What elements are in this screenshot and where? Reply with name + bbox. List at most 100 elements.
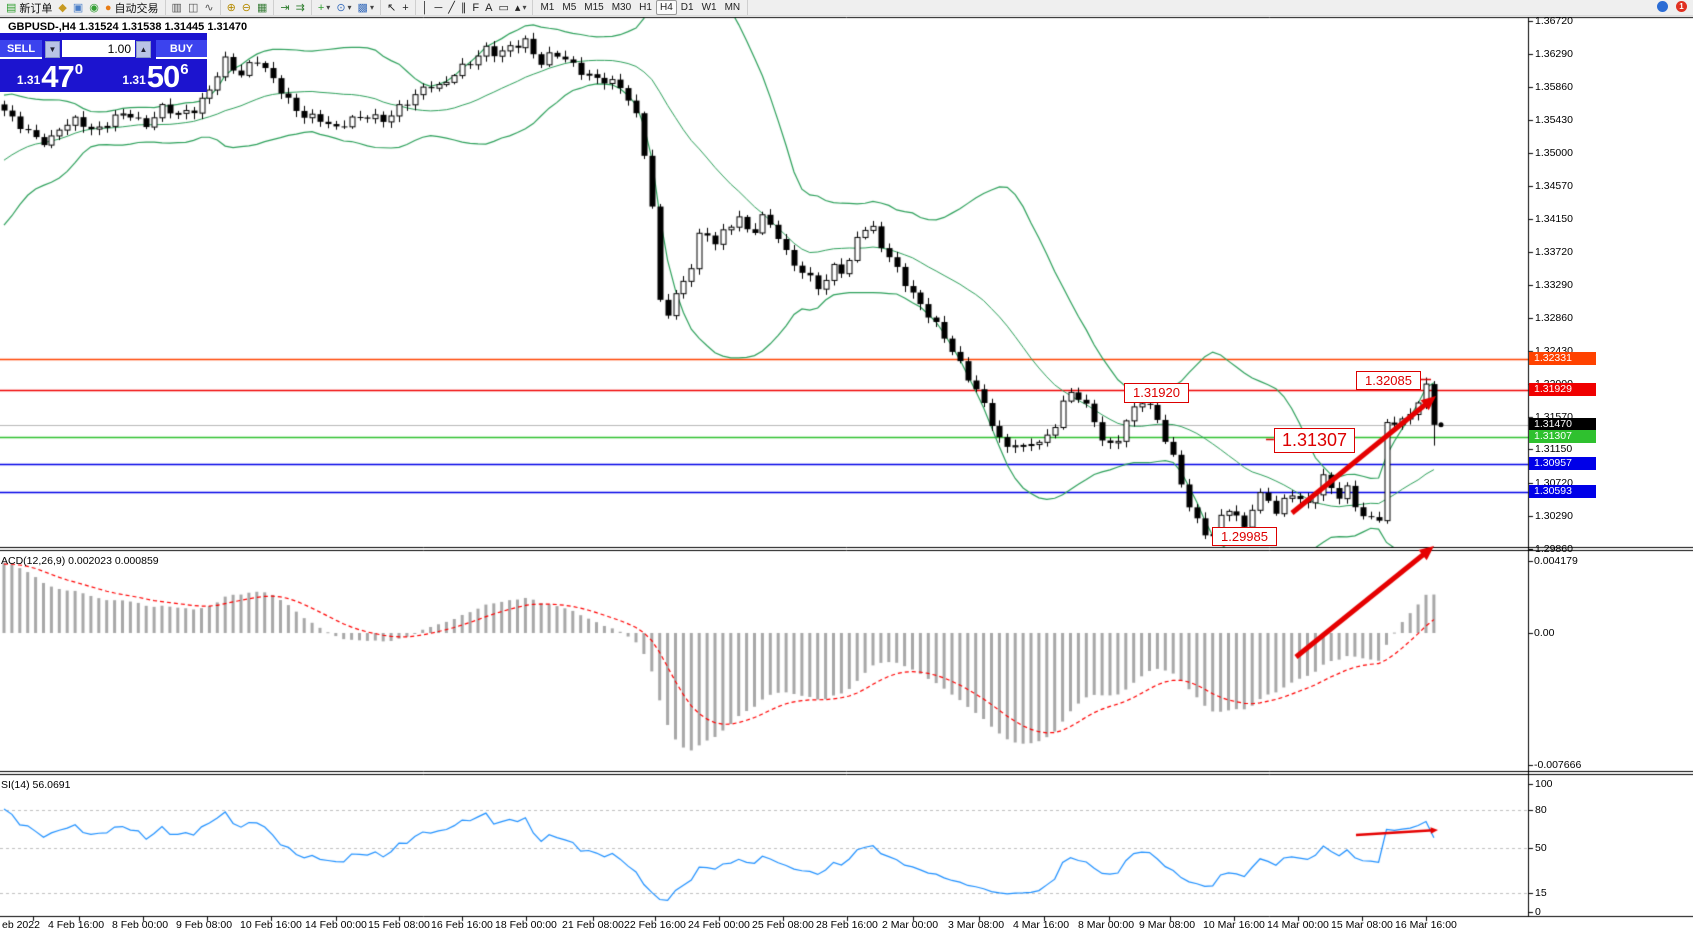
macd-axis-label: -0.007666 [1534,759,1582,771]
time-axis-label: 9 Feb 08:00 [176,919,233,931]
volume-increase-button[interactable]: ▲ [136,41,151,58]
templates-icon: ▩ [357,1,368,14]
cursor-icon: ↖ [386,1,397,14]
timeframe-button-d1[interactable]: D1 [680,2,694,13]
shapes-icon[interactable]: ▴ ▾ [512,1,530,15]
indicators-icon: + [317,1,325,14]
sell-button[interactable]: SELL [0,40,42,59]
text-icon: A [485,1,493,14]
timeframe-button-mn[interactable]: MN [724,2,741,13]
sell-price[interactable]: 1.31 47 0 [0,59,100,92]
vertical-line-icon[interactable]: │ [419,1,432,15]
timeframe-button-h1[interactable]: H1 [639,2,652,13]
toolbar-group: │ ─ ╱ ∥ F A ▭ ▴ ▾ [416,0,534,15]
timeframe-button-m1[interactable]: M1 [540,2,555,13]
price-level-badge: 1.30593 [1529,485,1596,499]
auto-scroll-icon: ⇉ [295,1,305,14]
buy-price[interactable]: 1.31 50 6 [104,59,207,92]
toolbar-group: ↖ + [381,0,416,15]
timeframe-button-h4[interactable]: H4 [655,0,677,15]
sound-icon[interactable]: ◉ [86,1,102,15]
alerts-icon[interactable]: 1 [1676,1,1687,12]
timeframe-button-m30[interactable]: M30 [611,2,632,13]
channel-icon: ∥ [460,1,467,14]
fibonacci-icon: F [472,1,480,14]
time-axis-label: 15 Mar 08:00 [1331,919,1393,931]
new-order-button[interactable]: ▤ 新订单 [3,1,55,15]
zoom-out-icon[interactable]: ⊖ [239,1,254,15]
chart-shift-icon[interactable]: ⇥ [277,1,292,15]
time-axis-label: 16 Feb 16:00 [431,919,493,931]
zoom-in-icon: ⊕ [226,1,236,14]
time-axis-label: 16 Mar 16:00 [1395,919,1457,931]
time-axis-label: 4 Feb 16:00 [48,919,105,931]
price-annotation[interactable]: 1.29985 [1212,527,1277,546]
horizontal-line-icon[interactable]: ─ [432,1,446,15]
new-order-button: ▤ [6,1,17,14]
market-watch-icon: ▣ [72,1,84,14]
toolbar-right: 1 [1657,1,1687,12]
chart-profiles-icon[interactable]: ◆ [55,1,69,15]
label-icon[interactable]: ▭ [496,1,512,15]
price-axis-label: 1.31150 [1535,443,1573,456]
fibonacci-icon[interactable]: F [469,1,482,15]
price-annotation[interactable]: 1.31307 [1274,428,1355,453]
toolbar-group: M1 M5 M15 M30 H1 H4 D1 W1 MN [533,0,749,15]
chart-title: GBPUSD-,H4 1.31524 1.31538 1.31445 1.314… [8,21,248,33]
line-chart-icon: ∿ [204,1,214,14]
time-axis-label: 3 Mar 08:00 [948,919,1005,931]
bar-chart-icon[interactable]: ▥ [169,1,185,15]
indicators-icon[interactable]: + ▾ [315,1,333,15]
price-axis-label: 1.36720 [1535,15,1573,27]
cursor-icon[interactable]: ↖ [384,1,399,15]
tile-windows-icon[interactable]: ▦ [254,1,270,15]
candlestick-chart-icon[interactable]: ◫ [185,1,201,15]
channel-icon[interactable]: ∥ [458,1,470,15]
price-annotation[interactable]: 1.32085 [1356,371,1421,390]
line-chart-icon[interactable]: ∿ [201,1,216,15]
dropdown-caret-icon: ▾ [347,3,352,12]
toolbar-group: + ▾ ⊙ ▾ ▩ ▾ [312,0,381,15]
dropdown-caret-icon: ▾ [326,3,331,12]
volume-input[interactable] [62,40,135,57]
price-axis-label: 1.36290 [1535,48,1573,61]
autotrade-button[interactable]: ● 自动交易 [102,1,162,15]
trendline-icon[interactable]: ╱ [445,1,458,15]
periods-icon[interactable]: ⊙ ▾ [333,1,354,15]
vertical-line-icon: │ [421,1,429,14]
buy-price-sup: 6 [180,61,189,78]
zoom-in-icon[interactable]: ⊕ [224,1,239,15]
toolbar-group: ⊕ ⊖ ▦ [221,0,275,15]
toolbar: ▤ 新订单 ◆ ▣ ◉ ● 自动交易 ▥ ◫ ∿ ⊕ ⊖ ▦ ⇥ ⇉ + ▾ ⊙ ▾ ▩ ▾ ↖ + │ ─ ╱ ∥ F A ▭ ▴ ▾ M1 M… [0,0,1693,16]
autotrade-button-label: 自动交易 [114,2,159,15]
timeframe-button-w1[interactable]: W1 [701,2,717,13]
crosshair-icon[interactable]: + [399,1,411,15]
time-axis-label: 18 Feb 00:00 [495,919,557,931]
timeframe-button-m5[interactable]: M5 [562,2,577,13]
auto-scroll-icon[interactable]: ⇉ [293,1,308,15]
time-axis-label: 10 Feb 16:00 [240,919,302,931]
market-watch-icon[interactable]: ▣ [70,1,86,15]
time-axis-label: 15 Feb 08:00 [368,919,430,931]
price-level-badge: 1.31307 [1529,430,1596,444]
rsi-axis-label: 50 [1535,842,1547,854]
buy-price-small: 1.31 [122,73,146,87]
shapes-icon: ▴ [514,1,521,14]
community-search-icon[interactable] [1657,1,1668,12]
crosshair-icon: + [402,1,409,14]
bar-chart-icon: ▥ [171,1,182,14]
new-order-button-label: 新订单 [19,2,53,15]
time-axis-label: 9 Mar 08:00 [1139,919,1196,931]
dropdown-caret-icon: ▾ [522,3,527,12]
volume-decrease-button[interactable]: ▼ [45,41,60,58]
text-icon[interactable]: A [482,1,495,15]
templates-icon[interactable]: ▩ ▾ [355,1,377,15]
horizontal-line-icon: ─ [434,1,443,14]
price-axis-label: 1.30290 [1535,509,1573,522]
time-axis-label: 8 Mar 00:00 [1078,919,1135,931]
buy-button[interactable]: BUY [156,40,207,59]
price-annotation[interactable]: 1.31920 [1124,383,1189,403]
price-axis-label: 1.35860 [1535,81,1573,94]
timeframe-button-m15[interactable]: M15 [584,2,604,13]
